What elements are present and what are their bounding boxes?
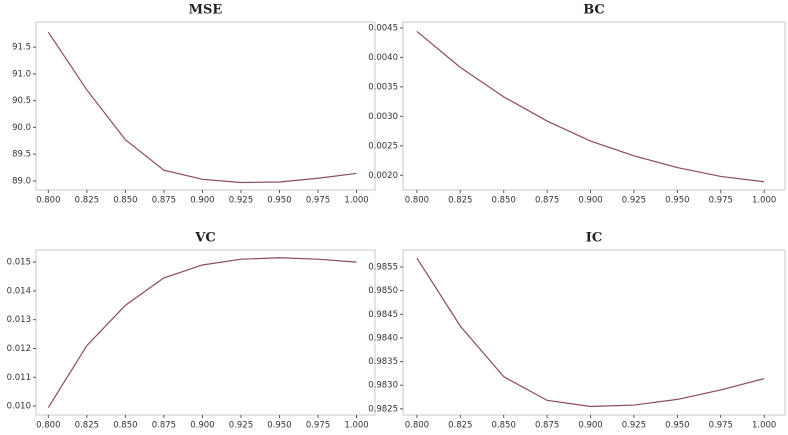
x-tick-label: 0.825 [75, 421, 99, 431]
x-tick-label: 0.875 [535, 196, 559, 206]
x-tick-label: 0.875 [152, 421, 176, 431]
y-tick-label: 0.0035 [368, 82, 398, 92]
axes-frame [402, 21, 786, 191]
x-tick-label: 0.800 [36, 196, 60, 206]
y-tick-label: 0.0030 [368, 112, 398, 122]
y-tick-label: 0.013 [7, 315, 31, 325]
x-tick-label: 0.950 [267, 421, 291, 431]
x-tick-label: 0.875 [535, 421, 559, 431]
x-tick-label: 0.950 [665, 196, 689, 206]
x-tick-label: 0.925 [229, 421, 253, 431]
x-tick-label: 1.000 [344, 196, 368, 206]
x-tick-label: 0.900 [578, 196, 602, 206]
y-tick-label: 0.014 [7, 286, 31, 296]
y-tick-label: 90.5 [12, 96, 31, 106]
data-line [47, 31, 357, 184]
y-tick-label: 0.011 [7, 373, 31, 383]
x-tick-label: 0.825 [448, 421, 472, 431]
y-tick-label: 0.0045 [368, 23, 398, 33]
x-tick-label: 0.975 [709, 421, 733, 431]
y-tick-label: 0.0025 [368, 141, 398, 151]
y-tick-label: 91.0 [12, 69, 31, 79]
y-tick-label: 0.9830 [368, 381, 398, 391]
y-tick-label: 89.5 [12, 150, 31, 160]
y-tick-label: 0.0040 [368, 53, 398, 63]
x-tick-label: 0.900 [190, 196, 214, 206]
x-tick-label: 1.000 [752, 196, 776, 206]
x-tick-label: 0.900 [190, 421, 214, 431]
y-tick-label: 0.9825 [368, 404, 398, 414]
chart-title: VC [194, 231, 215, 246]
x-tick-label: 0.900 [578, 421, 602, 431]
y-tick-label: 89.0 [12, 176, 31, 186]
x-tick-label: 0.800 [405, 196, 429, 206]
y-tick-label: 0.015 [7, 258, 31, 268]
axes-frame [402, 249, 786, 416]
x-tick-label: 0.975 [709, 196, 733, 206]
x-tick-label: 0.800 [36, 421, 60, 431]
y-tick-label: 0.9855 [368, 263, 398, 273]
data-line [416, 30, 765, 183]
axes-frame [35, 21, 376, 191]
chart-title: MSE [189, 3, 223, 18]
y-tick-label: 90.0 [12, 123, 31, 133]
y-tick-label: 0.0020 [368, 171, 398, 181]
chart-title: IC [586, 231, 602, 246]
y-tick-label: 0.9845 [368, 310, 398, 320]
x-tick-label: 0.850 [113, 421, 137, 431]
x-tick-label: 1.000 [344, 421, 368, 431]
y-tick-label: 0.9850 [368, 286, 398, 296]
x-tick-label: 0.825 [75, 196, 99, 206]
x-tick-label: 0.950 [267, 196, 291, 206]
data-line [47, 257, 357, 408]
data-line [416, 257, 765, 408]
y-tick-label: 0.010 [7, 402, 31, 412]
axes-frame [35, 249, 376, 416]
x-tick-label: 0.950 [665, 421, 689, 431]
y-tick-label: 91.5 [12, 43, 31, 53]
x-tick-label: 0.975 [306, 196, 330, 206]
chart-title: BC [583, 3, 605, 18]
x-tick-label: 0.925 [622, 196, 646, 206]
y-tick-label: 0.9840 [368, 333, 398, 343]
x-tick-label: 0.850 [492, 421, 516, 431]
x-tick-label: 0.925 [229, 196, 253, 206]
x-tick-label: 0.850 [113, 196, 137, 206]
x-tick-label: 0.925 [622, 421, 646, 431]
y-tick-label: 0.012 [7, 344, 31, 354]
x-tick-label: 0.825 [448, 196, 472, 206]
x-tick-label: 0.975 [306, 421, 330, 431]
x-tick-label: 0.800 [405, 421, 429, 431]
x-tick-label: 0.875 [152, 196, 176, 206]
y-tick-label: 0.9835 [368, 357, 398, 367]
x-tick-label: 1.000 [752, 421, 776, 431]
x-tick-label: 0.850 [492, 196, 516, 206]
